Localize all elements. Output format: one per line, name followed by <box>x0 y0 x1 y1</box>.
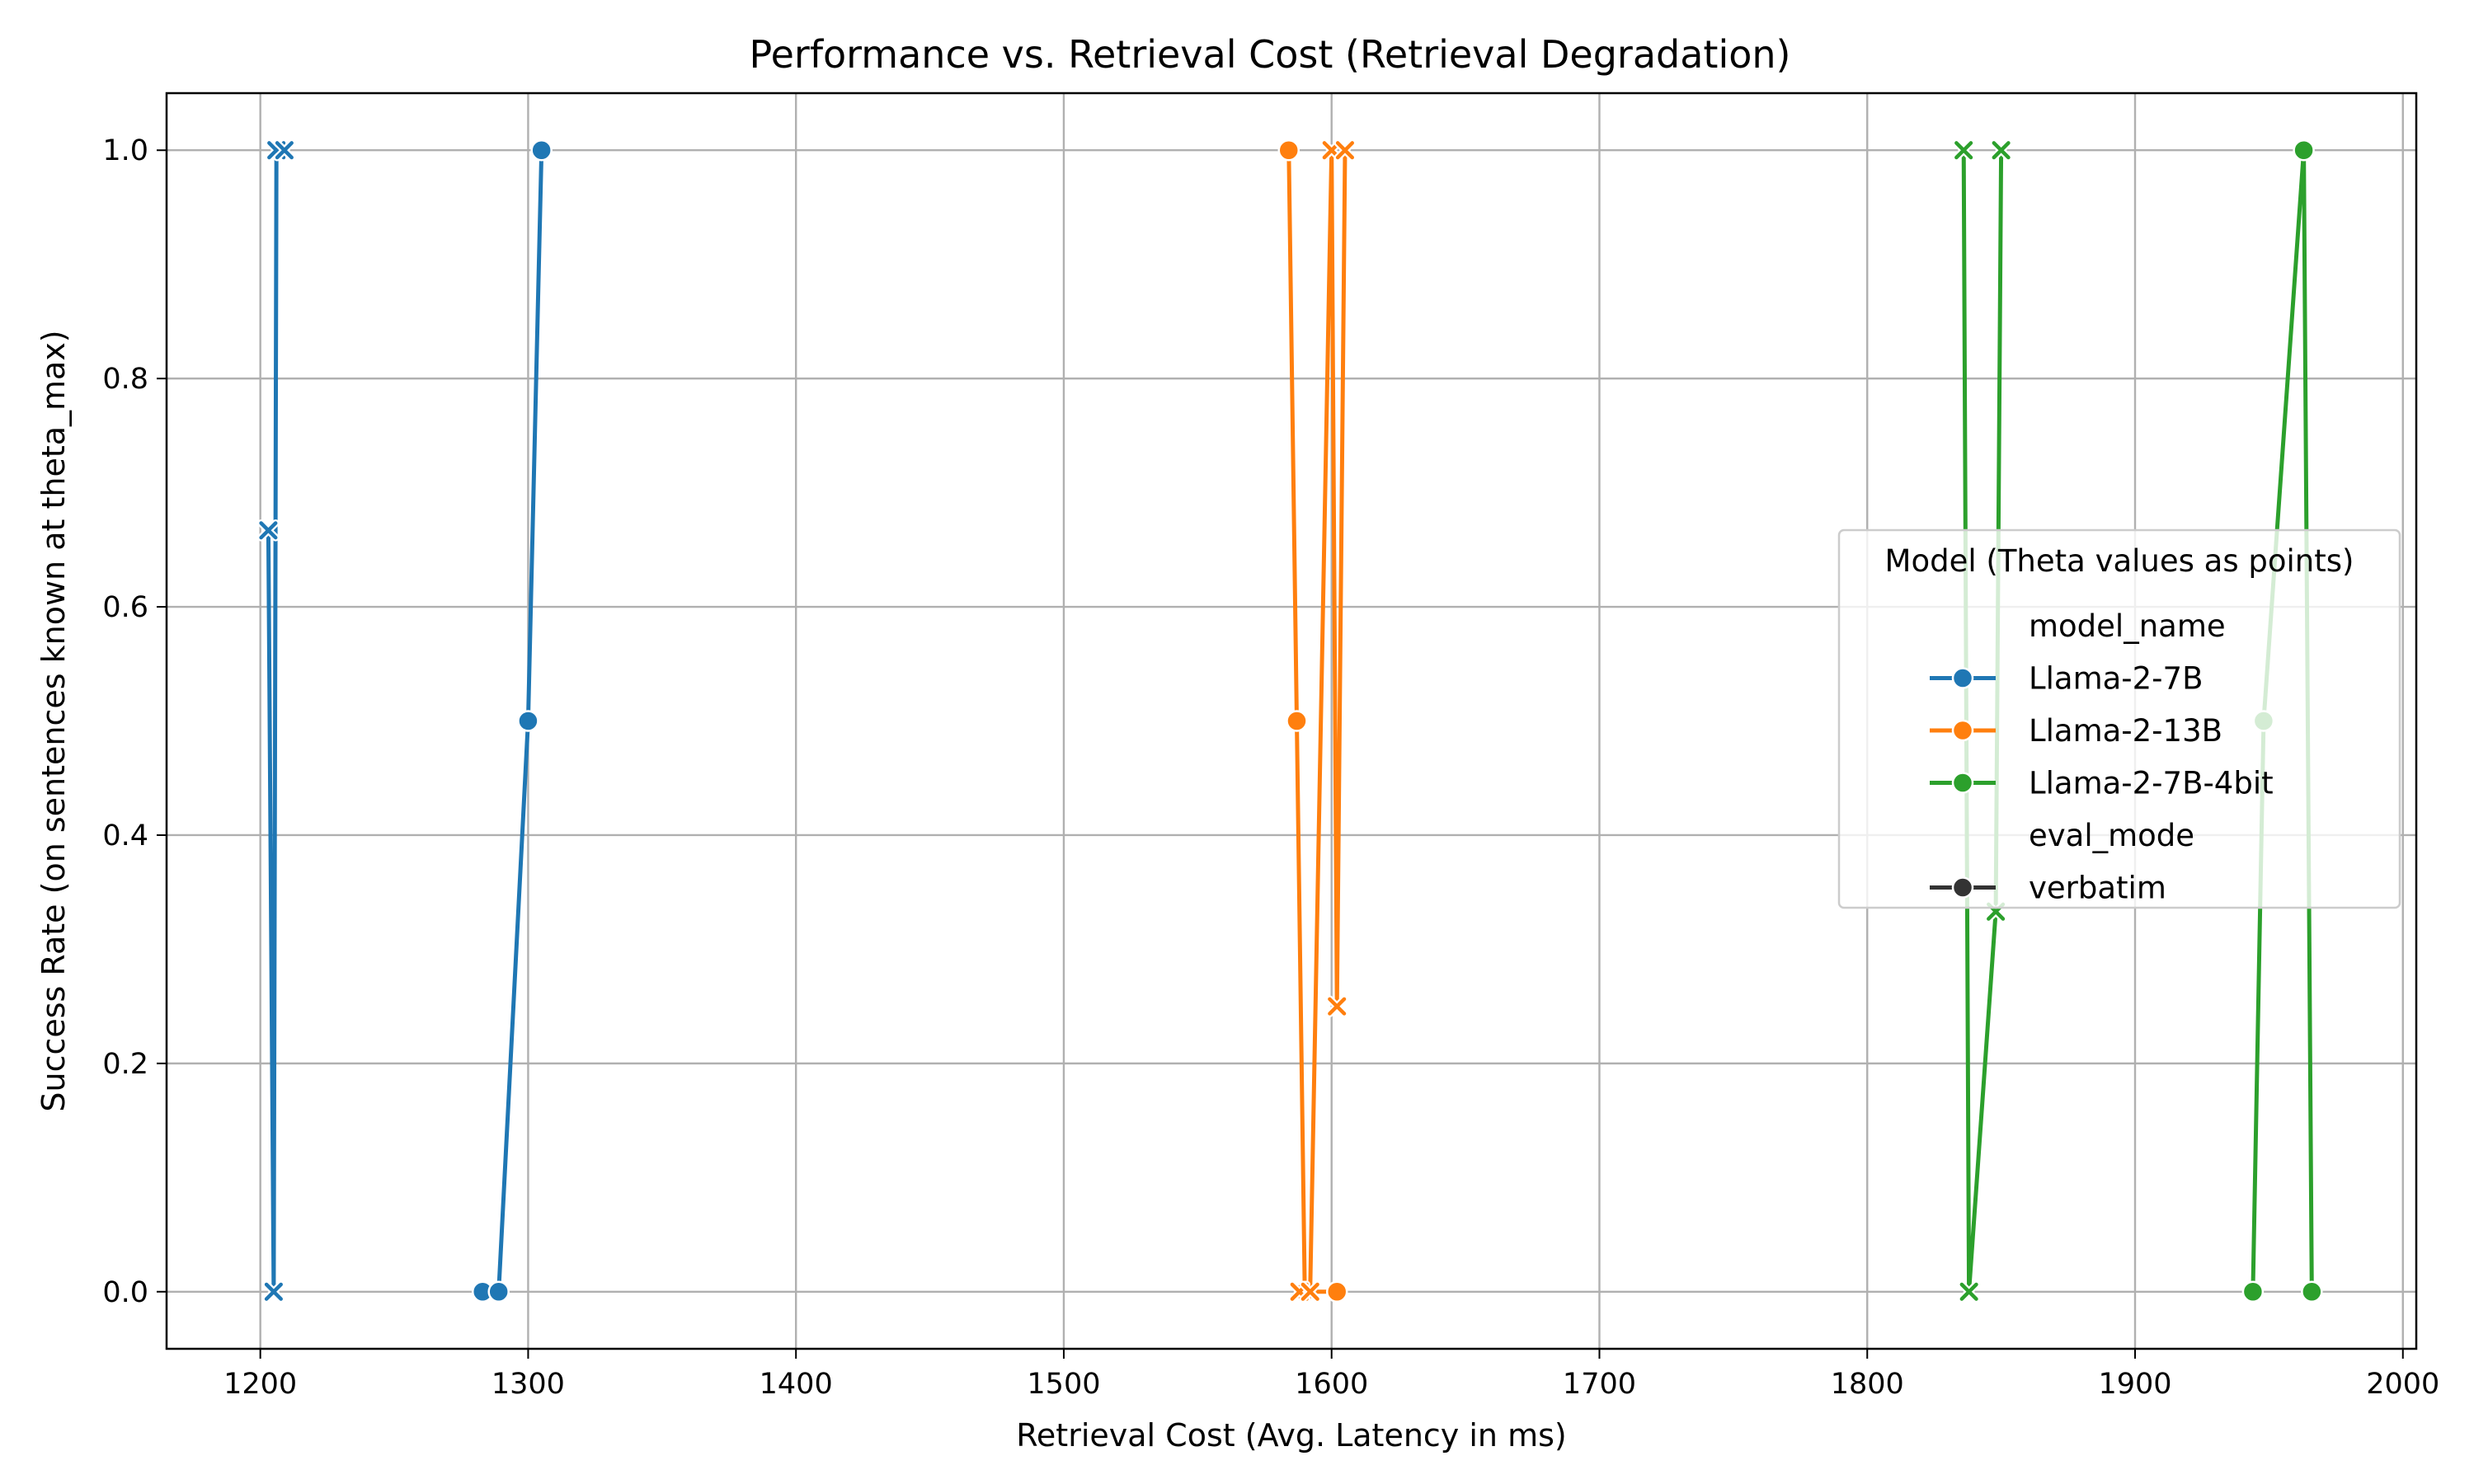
plot-frame <box>165 92 2418 1350</box>
legend-entry: Llama-2-7B <box>1930 661 2203 697</box>
legend-swatch-marker <box>1951 667 1974 689</box>
legend-label: Llama-2-13B <box>2029 713 2222 749</box>
y-tick-label: 0.0 <box>102 1276 148 1309</box>
data-point <box>1325 1280 1348 1303</box>
axis-ticks: 1200 1300 1400 1500 1600 1700 1800 1900 2000 0.0 0… <box>102 134 2439 1401</box>
legend-swatch-marker <box>1951 719 1974 742</box>
legend-entry: eval_mode <box>2029 818 2194 853</box>
data-point <box>1333 139 1357 162</box>
data-point <box>1286 710 1308 732</box>
legend-entry: Llama-2-7B-4bit <box>1930 766 2274 801</box>
x-tick-label: 1700 <box>1563 1368 1636 1401</box>
series-line <box>1286 148 1339 1294</box>
chart-title: Performance vs. Retrieval Cost (Retrieva… <box>750 32 1791 77</box>
legend-title: Model (Theta values as points) <box>1885 543 2354 579</box>
data-point <box>1952 139 1975 162</box>
legend: Model (Theta values as points) model_name… <box>1837 528 2401 909</box>
data-point <box>262 1280 285 1303</box>
legend-swatch-marker <box>1951 876 1974 899</box>
series-llama-2-13b-x <box>1288 139 1357 1303</box>
y-tick-label: 0.8 <box>102 363 148 396</box>
legend-entry: model_name <box>2029 608 2226 644</box>
data-point <box>257 519 280 542</box>
x-tick-label: 1300 <box>492 1368 565 1401</box>
legend-label: verbatim <box>2029 871 2166 906</box>
data-point <box>530 139 553 162</box>
data-point <box>273 139 296 162</box>
y-tick-label: 0.2 <box>102 1048 148 1081</box>
data-point <box>2293 139 2315 162</box>
x-tick-label: 1400 <box>760 1368 833 1401</box>
data-point <box>1958 1280 1980 1303</box>
y-tick-label: 0.6 <box>102 591 148 624</box>
y-tick-label: 1.0 <box>102 134 148 167</box>
legend-entry: Llama-2-13B <box>1930 713 2222 749</box>
legend-box <box>1837 528 2401 909</box>
legend-label: model_name <box>2029 608 2226 644</box>
data-point <box>517 710 539 732</box>
x-tick-label: 1200 <box>223 1368 297 1401</box>
data-point <box>1299 1280 1322 1303</box>
legend-label: Llama-2-7B <box>2029 661 2203 697</box>
data-point <box>1277 139 1300 162</box>
x-tick-label: 2000 <box>2366 1368 2439 1401</box>
x-tick-label: 1800 <box>1831 1368 1904 1401</box>
data-point <box>2241 1280 2265 1303</box>
x-tick-label: 1900 <box>2098 1368 2171 1401</box>
x-tick-label: 1500 <box>1027 1368 1100 1401</box>
series-llama-2-7b-x <box>257 139 296 1303</box>
legend-swatch-marker <box>1951 772 1974 794</box>
x-axis-label: Retrieval Cost (Avg. Latency in ms) <box>1016 1417 1567 1453</box>
data-point <box>1325 995 1348 1017</box>
x-tick-label: 1600 <box>1295 1368 1368 1401</box>
data-point <box>1990 139 2012 162</box>
legend-label: Llama-2-7B-4bit <box>2029 766 2274 801</box>
data-point <box>487 1280 510 1303</box>
y-axis-label: Success Rate (on sentences known at thet… <box>35 330 72 1111</box>
y-tick-label: 0.4 <box>102 819 148 852</box>
series-llama-2-7b-circle <box>471 139 553 1303</box>
legend-label: eval_mode <box>2029 818 2194 853</box>
legend-entry: verbatim <box>1930 871 2166 906</box>
data-point <box>2301 1280 2323 1303</box>
